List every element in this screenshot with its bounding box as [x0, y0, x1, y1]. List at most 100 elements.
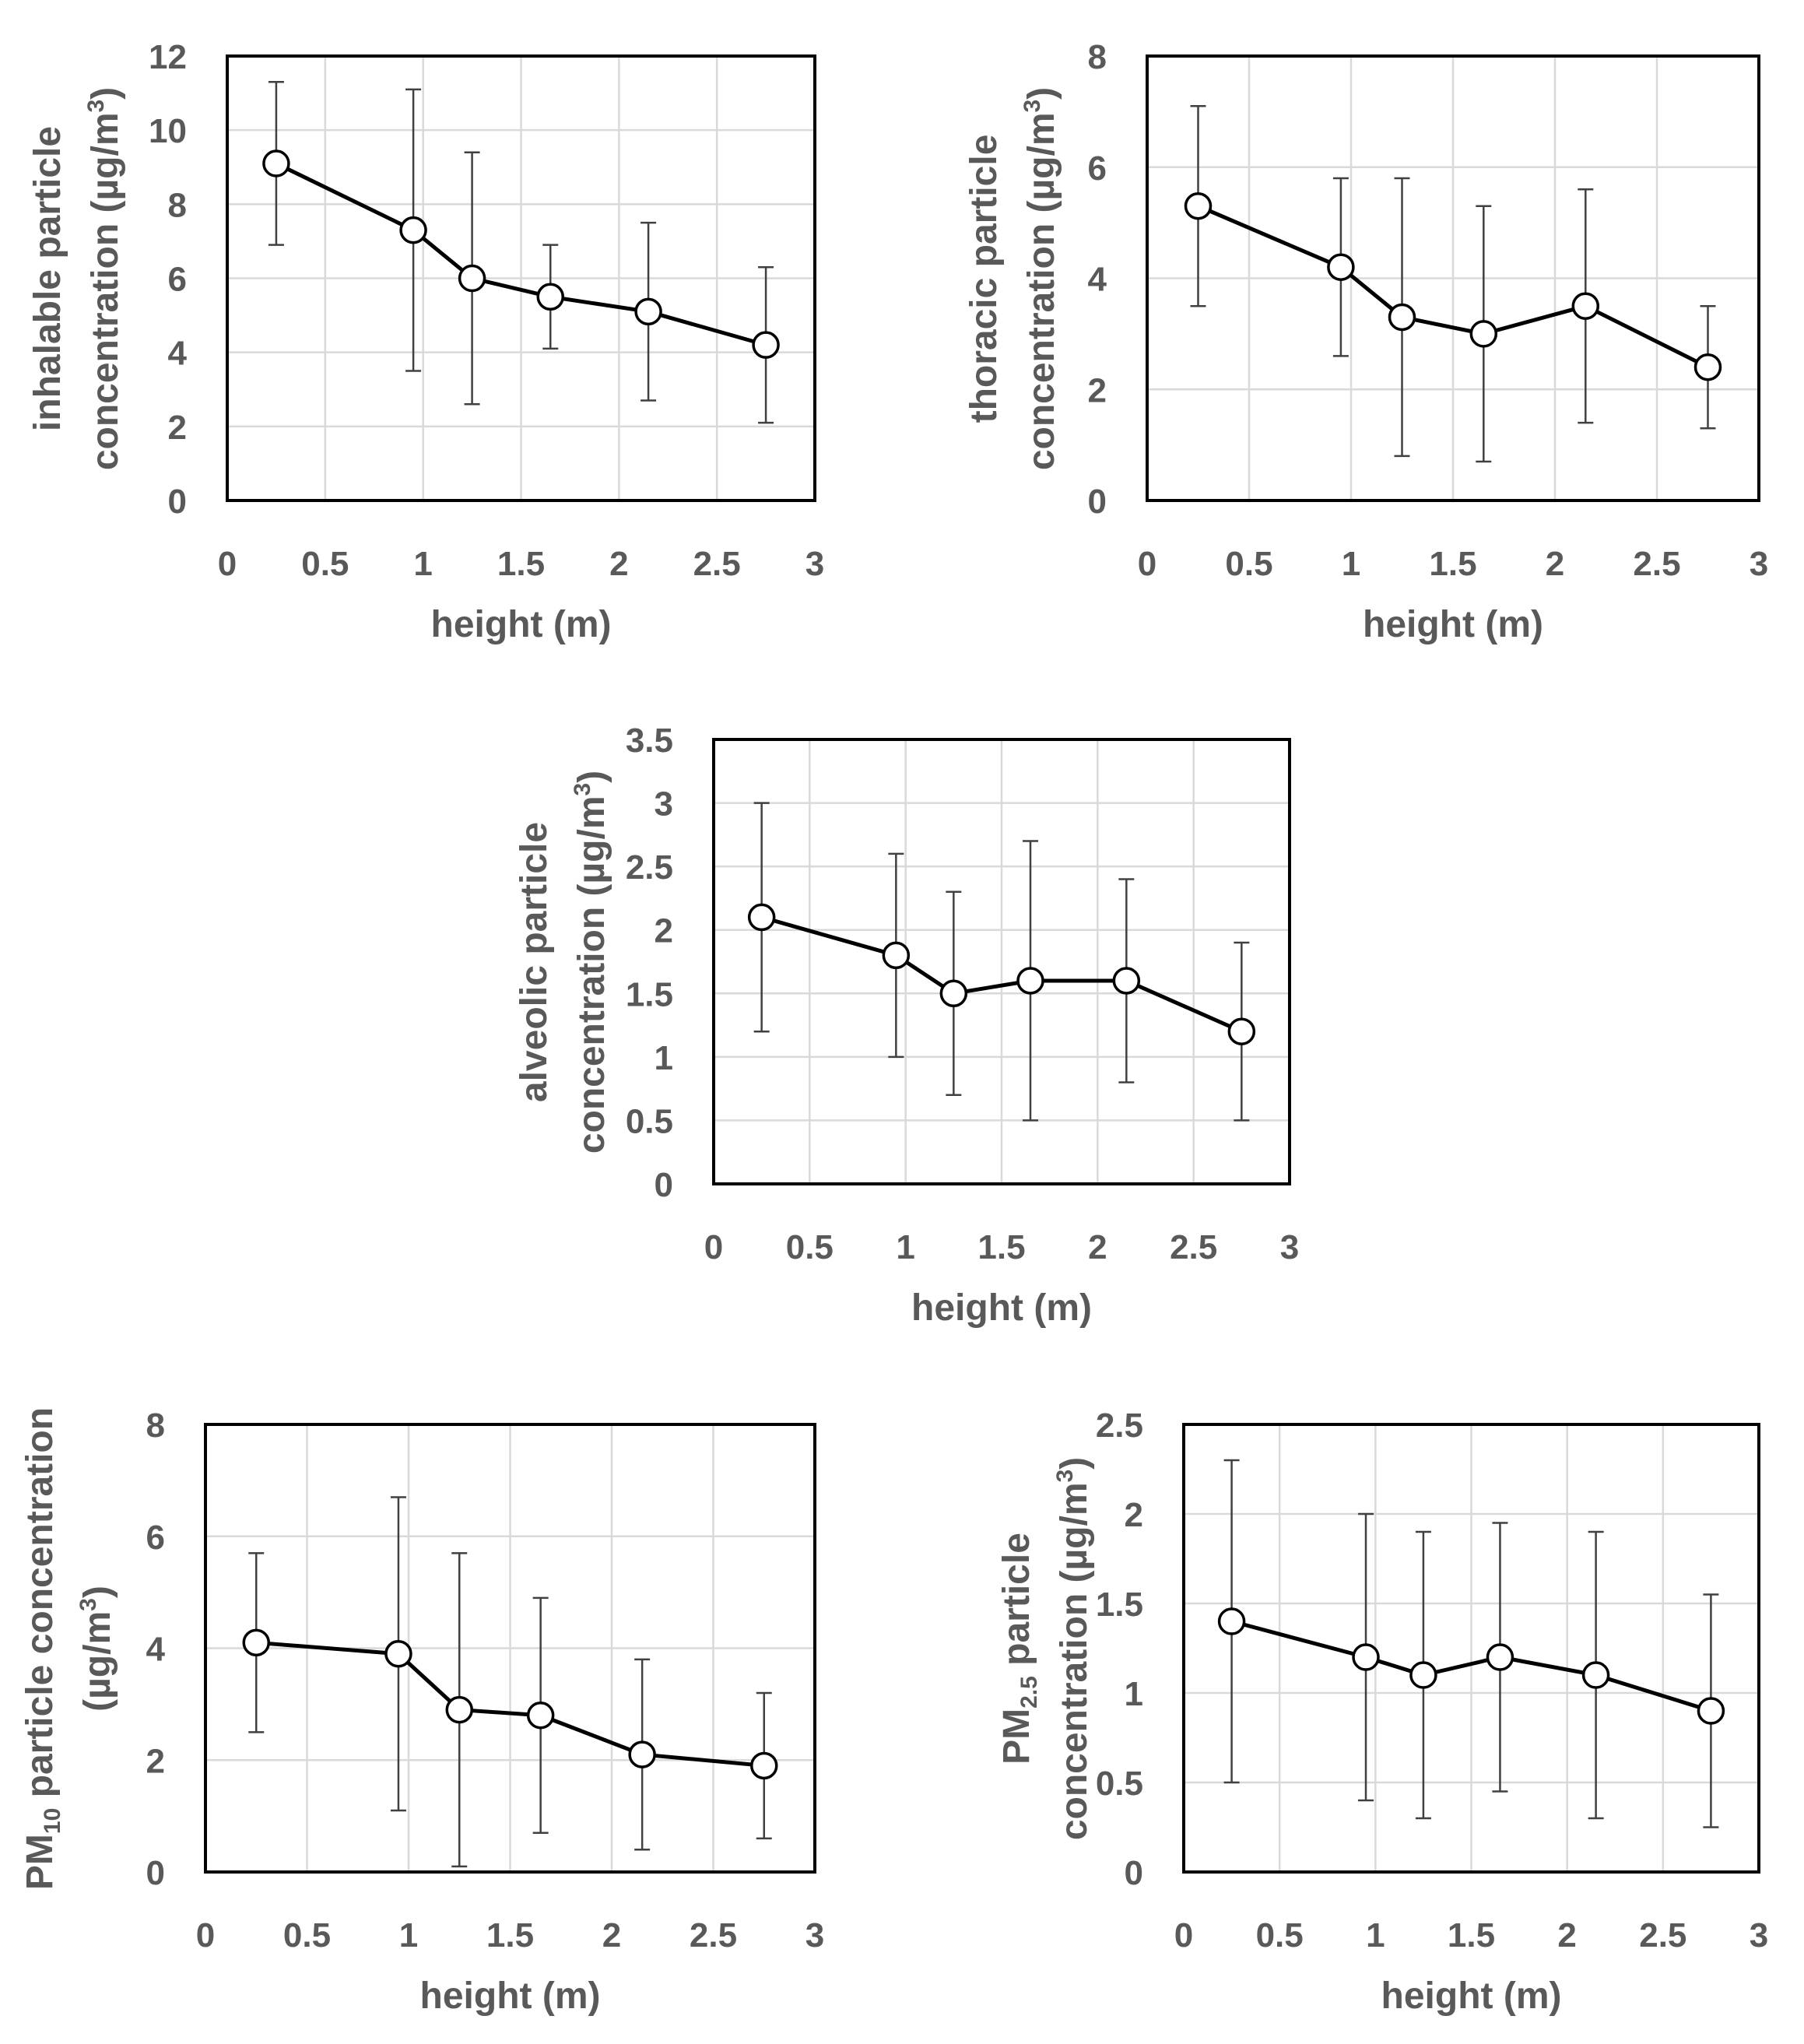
data-point: [939, 979, 968, 1008]
x-tick-label: 0.5: [301, 545, 349, 583]
data-point: [752, 331, 780, 359]
x-axis-label: height (m): [1381, 1976, 1562, 2017]
x-tick-label: 2: [1088, 1228, 1107, 1266]
x-tick-label: 2.5: [1639, 1916, 1686, 1954]
x-tick-label: 1: [1342, 545, 1360, 583]
x-tick-label: 0: [1174, 1916, 1193, 1954]
x-axis-label: height (m): [420, 1976, 601, 2017]
data-point: [1581, 1661, 1610, 1689]
series-line: [1197, 204, 1709, 369]
y-axis-label: inhalable particle concentration (µg/m3): [27, 87, 126, 470]
data-point: [1327, 253, 1355, 281]
chart-2: 0 0.5 1 1.5 2 2.5 3 0 2 4 6 8 height (m) thoracic par…: [963, 38, 1768, 645]
data-point: [399, 216, 427, 244]
y-tick-label: 6: [168, 261, 187, 299]
x-tick-label: 3: [1280, 1228, 1299, 1266]
x-tick-label: 0: [1138, 545, 1156, 583]
x-tick-label: 2: [602, 1916, 621, 1954]
y-tick-label: 2: [168, 409, 187, 447]
y-axis-label: thoracic particle concentration (µg/m3): [963, 87, 1062, 470]
y-tick-label: 6: [1088, 149, 1107, 188]
x-tick-label: 3: [805, 545, 824, 583]
y-tick-label: 3.5: [626, 722, 673, 760]
data-point: [1571, 292, 1600, 320]
data-point: [458, 264, 486, 293]
y-axis-label: PM10 particle concentration (µg/m3): [19, 1407, 118, 1890]
y-axis-label-line-1: PM10 particle concentration: [19, 1407, 65, 1890]
series-line: [760, 915, 1243, 1034]
x-tick-label: 0: [704, 1228, 723, 1266]
x-tick-label: 0: [218, 545, 237, 583]
x-tick-label: 1.5: [977, 1228, 1025, 1266]
chart-1: 0 0.5 1 1.5 2 2.5 3 0 2 4 6 8 10 12 height (m) inhalabl…: [27, 38, 824, 645]
y-axis-label-line-2: (µg/m3): [75, 1586, 118, 1712]
y-tick-label: 0: [146, 1854, 165, 1892]
x-tick-label: 3: [1750, 1916, 1768, 1954]
plot-frame: [1182, 1423, 1760, 1874]
data-point: [536, 283, 564, 311]
data-point: [242, 1628, 270, 1657]
x-tick-label: 3: [805, 1916, 824, 1954]
x-tick-label: 0.5: [283, 1916, 331, 1954]
data-point: [262, 149, 290, 177]
x-tick-label: 0: [196, 1916, 215, 1954]
plot-frame: [712, 738, 1291, 1185]
x-tick-label: 0.5: [1256, 1916, 1304, 1954]
y-tick-label: 0: [1125, 1854, 1143, 1892]
data-point: [445, 1695, 473, 1724]
x-tick-label: 3: [1750, 545, 1768, 583]
data-point: [1486, 1643, 1514, 1671]
x-tick-label: 1: [1366, 1916, 1385, 1954]
data-point: [634, 297, 662, 326]
plot-frame: [226, 54, 816, 502]
series-line: [256, 1640, 764, 1768]
data-point: [1184, 191, 1213, 220]
y-tick-label: 8: [1088, 38, 1107, 76]
chart-3: 0 0.5 1 1.5 2 2.5 3 0 0.5 1 1.5 2 2.5 3 3.5 height (m) a…: [514, 722, 1299, 1329]
y-tick-label: 1.5: [626, 975, 673, 1013]
x-axis-label: height (m): [1363, 604, 1543, 645]
data-point: [1409, 1661, 1437, 1689]
x-tick-label: 1.5: [486, 1916, 534, 1954]
y-tick-label: 2: [655, 912, 673, 950]
y-axis-label-line-2: concentration (µg/m3): [570, 771, 612, 1154]
data-point: [1227, 1017, 1256, 1045]
x-tick-label: 1: [413, 545, 432, 583]
y-tick-label: 8: [168, 186, 187, 224]
y-tick-label: 0: [168, 483, 187, 521]
y-tick-label: 3: [655, 785, 673, 824]
data-point: [628, 1740, 656, 1768]
chart-5: 0 0.5 1 1.5 2 2.5 3 0 0.5 1 1.5 2 2.5 height (m) PM2.5…: [996, 1407, 1768, 2017]
y-tick-label: 2: [146, 1742, 165, 1780]
y-tick-label: 1: [655, 1039, 673, 1077]
y-axis-label: PM2.5 particle concentration (µg/m3): [996, 1457, 1095, 1840]
data-point: [750, 1751, 778, 1780]
data-point: [747, 903, 776, 932]
data-point: [1016, 967, 1044, 995]
y-tick-label: 0.5: [626, 1102, 673, 1140]
data-point: [1217, 1607, 1246, 1635]
x-tick-label: 2.5: [693, 545, 741, 583]
x-tick-label: 1: [399, 1916, 418, 1954]
data-point: [1469, 320, 1498, 348]
y-tick-label: 2: [1125, 1496, 1143, 1534]
y-tick-label: 4: [1088, 261, 1107, 299]
x-tick-label: 1.5: [497, 545, 545, 583]
x-tick-label: 1.5: [1448, 1916, 1495, 1954]
y-axis-label: alveolic particle concentration (µg/m3): [514, 771, 612, 1154]
y-axis-label-line-2: concentration (µg/m3): [83, 87, 126, 470]
series-line: [275, 161, 767, 347]
plot-frame: [204, 1423, 816, 1874]
data-point: [384, 1639, 412, 1668]
y-tick-label: 0: [1088, 483, 1107, 521]
x-tick-label: 2.5: [1633, 545, 1680, 583]
data-point: [1112, 967, 1141, 995]
x-tick-label: 0.5: [786, 1228, 834, 1266]
y-axis-label-line-2: concentration (µg/m3): [1020, 87, 1062, 470]
y-tick-label: 10: [149, 112, 187, 150]
x-tick-label: 1.5: [1429, 545, 1476, 583]
y-axis-label-line-1: thoracic particle: [963, 135, 1005, 423]
x-tick-label: 2: [609, 545, 628, 583]
y-tick-label: 8: [146, 1407, 165, 1445]
